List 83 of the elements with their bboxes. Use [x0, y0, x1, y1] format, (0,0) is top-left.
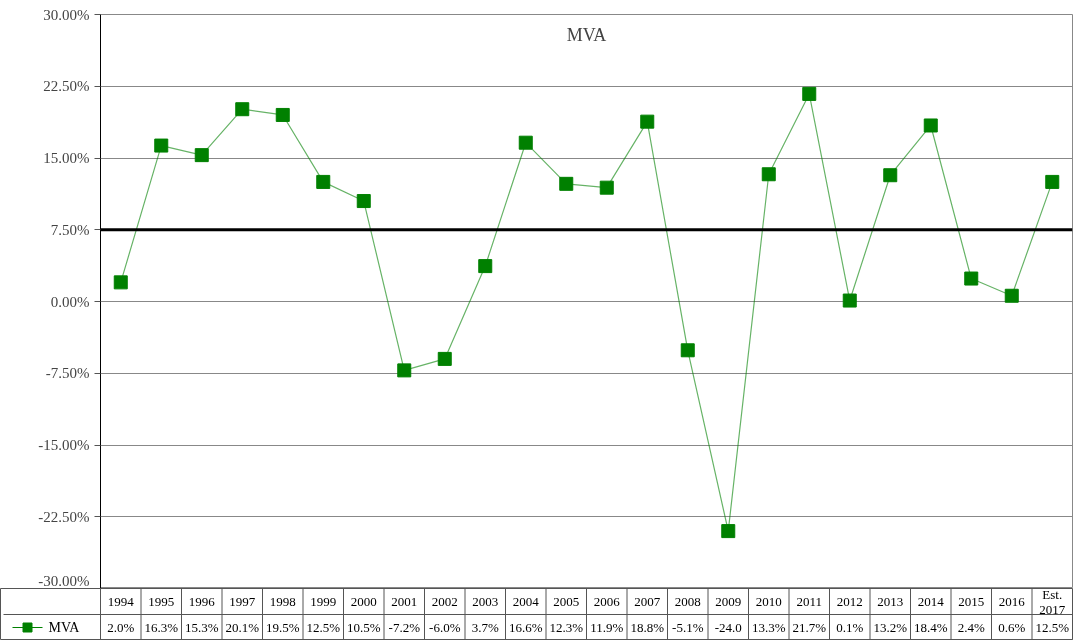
data-label: -7.2% — [388, 620, 421, 635]
point — [397, 363, 412, 378]
x-tick-label: 2000 — [350, 593, 377, 609]
point — [275, 107, 290, 122]
point — [923, 118, 938, 133]
y-tick-label: 15.00% — [43, 150, 90, 166]
x-tick-label: 2011 — [796, 593, 823, 609]
data-label: 16.6% — [508, 620, 543, 635]
x-tick-label: 2008 — [674, 593, 701, 609]
data-label: 12.3% — [549, 620, 584, 635]
x-tick-label: 2014 — [917, 593, 945, 609]
y-tick-label: -22.50% — [38, 508, 90, 525]
x-tick-label: 1998 — [269, 593, 296, 609]
y-tick-label: 0.00% — [50, 293, 90, 310]
point — [194, 148, 209, 163]
x-tick-label: 2003 — [472, 593, 499, 609]
x-tick-label: 2010 — [755, 593, 782, 609]
x-tick-label: 2013 — [877, 593, 904, 609]
data-label: 13.3% — [751, 620, 786, 635]
data-label: 10.5% — [346, 620, 381, 635]
x-tick-label: 2016 — [998, 593, 1026, 609]
y-tick-label: 22.50% — [43, 78, 90, 95]
data-label: 18.4% — [913, 620, 948, 635]
x-tick-label: Est. 2017 — [1039, 586, 1066, 617]
data-label: 18.8% — [630, 620, 665, 635]
data-label: 16.3% — [144, 620, 179, 635]
y-tick-label: -15.00% — [38, 437, 90, 453]
x-tick-label: 2006 — [593, 593, 621, 609]
x-tick-label: 2007 — [634, 593, 661, 609]
y-tick-label: -7.50% — [45, 365, 90, 382]
point — [154, 138, 169, 153]
point — [113, 275, 128, 290]
legend-label: MVA — [48, 620, 81, 635]
data-label: 2.0% — [107, 620, 135, 635]
point — [640, 114, 655, 129]
point — [478, 259, 493, 274]
point — [356, 194, 371, 209]
data-label: 19.5% — [265, 620, 300, 635]
point — [437, 351, 452, 366]
point — [842, 293, 857, 308]
x-tick-label: 2009 — [715, 593, 742, 609]
x-tick-label: 2002 — [431, 593, 458, 609]
x-tick-label: 2005 — [553, 593, 580, 609]
point — [721, 524, 736, 539]
point — [761, 167, 776, 182]
data-label: 20.1% — [225, 620, 260, 635]
data-label: 0.6% — [998, 620, 1026, 635]
point — [559, 176, 574, 191]
point — [1004, 288, 1019, 303]
x-tick-label: 2004 — [512, 593, 540, 609]
x-tick-label: 1996 — [188, 593, 216, 609]
text: MVA — [566, 24, 607, 45]
x-tick-label: 2001 — [391, 593, 418, 609]
x-tick-label: 1997 — [229, 593, 256, 609]
data-label: 21.7% — [792, 620, 827, 635]
data-label: 0.1% — [836, 620, 864, 635]
x-tick-label: 2015 — [958, 593, 985, 609]
y-tick-label: -30.00% — [38, 572, 90, 589]
point — [1045, 174, 1060, 189]
data-label: 12.5% — [1035, 620, 1070, 635]
point — [316, 174, 331, 189]
point — [883, 168, 898, 183]
x-tick-label: 1999 — [310, 593, 337, 609]
data-label: 3.7% — [471, 620, 499, 635]
point — [235, 102, 250, 117]
point — [802, 86, 817, 101]
x-tick-label: 1994 — [107, 593, 135, 609]
data-label: 11.9% — [590, 620, 624, 635]
data-label: -6.0% — [429, 620, 461, 635]
point — [964, 271, 979, 286]
y-tick-label: 30.00% — [43, 6, 90, 23]
data-label: -5.1% — [672, 620, 704, 635]
x-tick-label: 1995 — [148, 593, 175, 609]
point — [518, 135, 533, 150]
data-label: 15.3% — [184, 620, 219, 635]
point — [599, 180, 614, 195]
data-label: 13.2% — [873, 620, 908, 635]
data-label: 12.5% — [306, 620, 341, 635]
data-label: -24.0 — [714, 619, 742, 635]
point — [680, 343, 695, 358]
x-tick-label: 2012 — [836, 593, 863, 609]
y-tick-label: 7.50% — [50, 221, 90, 238]
data-label: 2.4% — [957, 620, 985, 635]
